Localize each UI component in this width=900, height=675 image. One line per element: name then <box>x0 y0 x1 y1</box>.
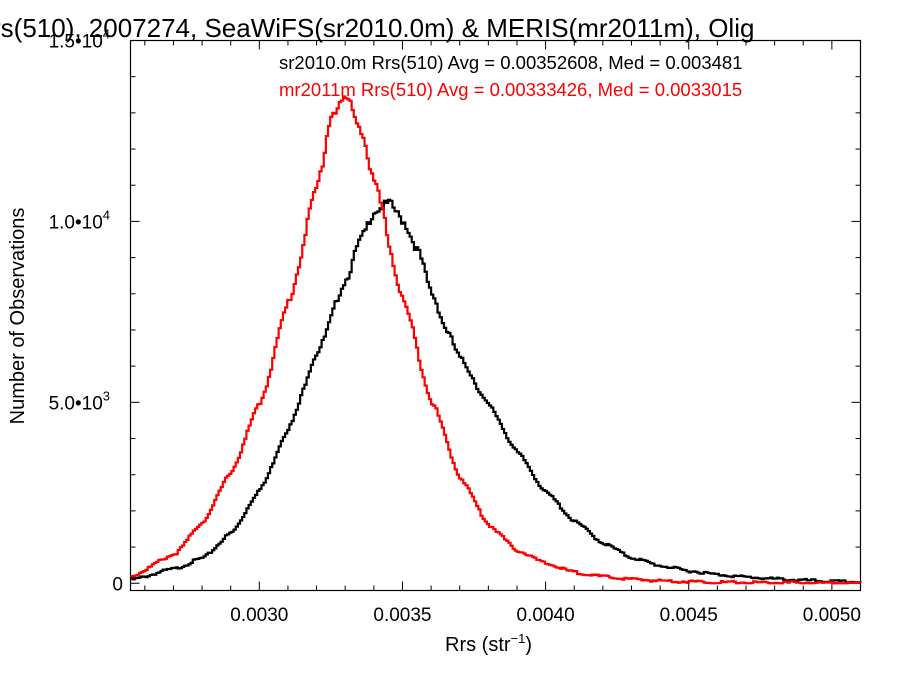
chart-title: rs(510), 2007274, SeaWiFS(sr2010.0m) & M… <box>0 13 754 43</box>
x-axis-label-end: ) <box>525 634 532 656</box>
x-tick-label: 0.0045 <box>660 605 718 626</box>
y-tick-label: 1.0•104 <box>49 207 110 233</box>
y-tick-label: 5.0•103 <box>49 388 110 414</box>
y-tick-label: 0 <box>112 574 123 595</box>
x-tick-label: 0.0040 <box>517 605 575 626</box>
x-tick-label: 0.0035 <box>373 605 431 626</box>
x-axis: 0.0030 0.0035 0.0040 0.0045 0.0050 <box>144 40 861 626</box>
x-axis-label-sup: −1 <box>511 631 526 646</box>
x-axis-label: Rrs (str−1) <box>445 631 532 656</box>
legend-entry-mr2011: mr2011m Rrs(510) Avg = 0.00333426, Med =… <box>279 79 742 100</box>
x-tick-label: 0.0050 <box>803 605 861 626</box>
legend-entry-sr2010: sr2010.0m Rrs(510) Avg = 0.00352608, Med… <box>279 52 743 73</box>
y-tick-label: 1.5•104 <box>49 27 110 53</box>
plot-frame <box>129 39 862 592</box>
y-axis: 0 5.0•103 1.0•104 1.5•104 <box>49 27 861 595</box>
series-mr2011m-line <box>130 95 862 585</box>
x-axis-label-main: Rrs (str <box>445 634 511 656</box>
y-axis-label: Number of Observations <box>7 208 29 425</box>
x-tick-label: 0.0030 <box>230 605 288 626</box>
series-sr2010.0m-line <box>130 198 862 584</box>
series-layer <box>130 95 862 585</box>
